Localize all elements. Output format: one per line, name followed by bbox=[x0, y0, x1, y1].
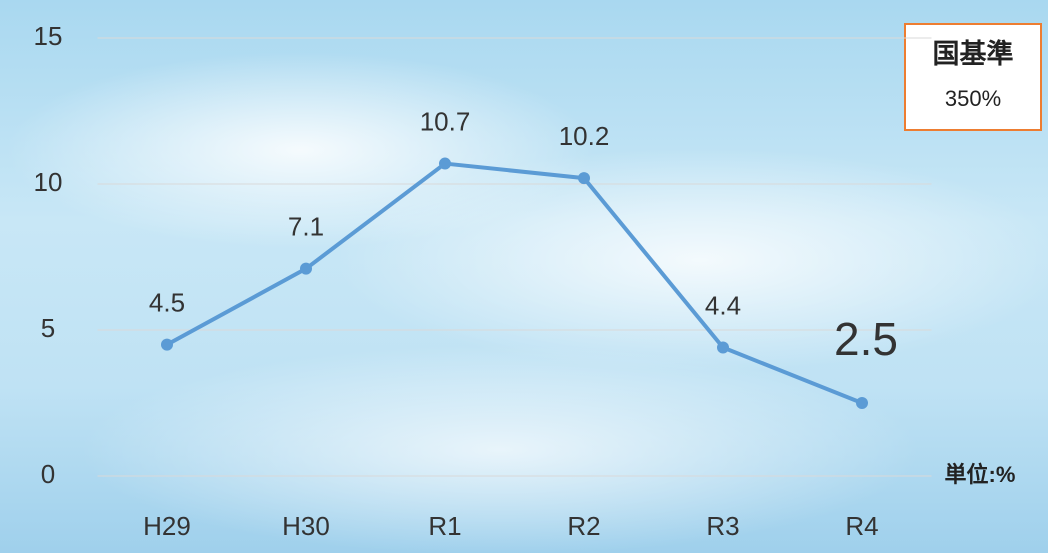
annotation-title: 国基準 bbox=[933, 38, 1014, 69]
value-label: 7.1 bbox=[288, 212, 324, 242]
x-tick-label: H29 bbox=[143, 511, 191, 541]
value-label: 10.7 bbox=[420, 106, 471, 136]
x-tick-label: R4 bbox=[845, 511, 878, 541]
point bbox=[578, 172, 590, 185]
point bbox=[439, 157, 451, 170]
value-label: 4.5 bbox=[149, 287, 185, 317]
value-label: 2.5 bbox=[834, 313, 898, 365]
line bbox=[166, 161, 863, 405]
point bbox=[300, 262, 312, 275]
unit-label: 単位:% bbox=[945, 462, 1016, 487]
x-tick-label: R2 bbox=[567, 511, 600, 541]
x-tick-label: R3 bbox=[706, 511, 739, 541]
x-tick-label: H30 bbox=[282, 511, 330, 541]
point bbox=[161, 338, 173, 351]
annotation-box bbox=[904, 23, 1042, 131]
value-label: 4.4 bbox=[705, 290, 741, 320]
y-tick-label: 10 bbox=[34, 167, 63, 197]
y-tick-label: 0 bbox=[41, 459, 55, 489]
point bbox=[856, 397, 868, 409]
point bbox=[717, 341, 729, 354]
y-tick-label: 5 bbox=[41, 313, 55, 343]
annotation-value: 350% bbox=[945, 86, 1001, 111]
x-tick-label: R1 bbox=[428, 511, 461, 541]
value-label: 10.2 bbox=[559, 121, 610, 151]
y-tick-label: 15 bbox=[34, 21, 63, 51]
